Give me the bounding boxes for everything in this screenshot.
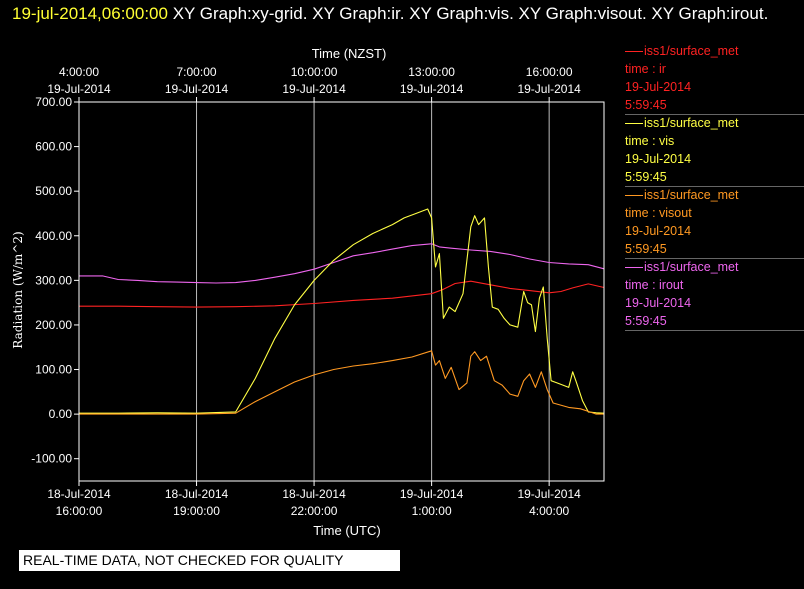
grid-lines [196,102,550,481]
x-tick-label-time: 22:00:00 [291,504,338,518]
quality-disclaimer: REAL-TIME DATA, NOT CHECKED FOR QUALITY [19,550,400,571]
legend-source: iss1/surface_met [625,42,804,60]
y-tick-label: 200.00 [35,318,72,332]
y-tick-label: 100.00 [35,363,72,377]
legend-time-text: 5:59:45 [625,242,667,256]
x2-tick-label-time: 10:00:00 [291,65,338,79]
legend-source-text: iss1/surface_met [644,44,739,58]
y-tick-label: -100.00 [31,452,72,466]
y-tick-label: 300.00 [35,273,72,287]
x2-tick-label-date: 19-Jul-2014 [47,82,111,96]
legend-time: 5:59:45 [625,240,804,258]
legend-line-swatch [625,267,643,269]
x-tick-label-time: 16:00:00 [56,504,103,518]
legend-time: 5:59:45 [625,168,804,186]
x2-tick-label-time: 7:00:00 [177,65,217,79]
legend-source: iss1/surface_met [625,114,804,132]
y-tick-label: 700.00 [35,95,72,109]
legend-line-swatch [625,51,643,53]
legend-time-text: 5:59:45 [625,98,667,112]
legend-var: time : visout [625,204,804,222]
y-tick-label: 400.00 [35,229,72,243]
x-tick-label-date: 18-Jul-2014 [282,487,346,501]
x2-tick-label-date: 19-Jul-2014 [282,82,346,96]
legend-var: time : ir [625,60,804,78]
title-text: XY Graph:xy-grid. XY Graph:ir. XY Graph:… [167,4,769,23]
legend-var-text: time : visout [625,206,692,220]
x-tick-label-date: 19-Jul-2014 [517,487,581,501]
x-tick-label-time: 4:00:00 [529,504,569,518]
y-axis-label: Radiation (W/m^2) [11,231,25,348]
legend-date: 19-Jul-2014 [625,294,804,312]
x2-tick-label-time: 13:00:00 [408,65,455,79]
x-tick-label-date: 19-Jul-2014 [400,487,464,501]
legend-source: iss1/surface_met [625,186,804,204]
legend-time-text: 5:59:45 [625,314,667,328]
legend-divider [625,258,804,259]
legend-date: 19-Jul-2014 [625,78,804,96]
legend-date: 19-Jul-2014 [625,222,804,240]
title-timestamp: 19-jul-2014,06:00:00 [12,4,168,23]
legend-source-text: iss1/surface_met [644,188,739,202]
legend-source-text: iss1/surface_met [644,260,739,274]
x-axis: 18-Jul-2014 16:00:00 18-Jul-2014 19:00:00 18… [47,481,581,518]
x-tick-label-date: 18-Jul-2014 [165,487,229,501]
x2-axis-label: Time (NZST) [312,46,387,61]
series-line-0 [79,280,605,308]
legend-date-text: 19-Jul-2014 [625,80,692,94]
series-line-3 [79,350,604,415]
legend-divider [625,186,804,187]
x2-tick-label-date: 19-Jul-2014 [165,82,229,96]
y-axis: -100.00 0.00 100.00 200.00 300.00 400.00 500.0… [31,95,79,466]
x2-axis: 4:00:00 19-Jul-2014 7:00:00 19-Jul-2014 10:0… [47,65,581,102]
legend-source-text: iss1/surface_met [644,116,739,130]
x2-tick-label-time: 4:00:00 [59,65,99,79]
x-tick-label-date: 18-Jul-2014 [47,487,111,501]
x2-tick-label-date: 19-Jul-2014 [400,82,464,96]
legend-time: 5:59:45 [625,96,804,114]
x2-tick-label-date: 19-Jul-2014 [517,82,581,96]
legend-line-swatch [625,123,643,125]
legend-line-swatch [625,195,643,197]
graph-title: 19-jul-2014,06:00:00 XY Graph:xy-grid. X… [12,2,792,25]
legend-source: iss1/surface_met [625,258,804,276]
legend-time-text: 5:59:45 [625,170,667,184]
legend-var: time : vis [625,132,804,150]
x-tick-label-time: 1:00:00 [412,504,452,518]
y-tick-label: 0.00 [49,407,73,421]
x-axis-label: Time (UTC) [313,523,380,538]
series-line-2 [79,208,605,414]
series-line-1 [79,243,605,284]
x2-tick-label-time: 16:00:00 [526,65,573,79]
x-tick-label-time: 19:00:00 [173,504,220,518]
y-tick-label: 600.00 [35,140,72,154]
legend-var-text: time : vis [625,134,675,148]
legend-divider [625,330,804,331]
plot-frame [78,101,605,482]
legend-date-text: 19-Jul-2014 [625,296,692,310]
legend-var-text: time : irout [625,278,684,292]
legend-var: time : irout [625,276,804,294]
legend-var-text: time : ir [625,62,666,76]
legend-date: 19-Jul-2014 [625,150,804,168]
legend-divider [625,114,804,115]
legend-date-text: 19-Jul-2014 [625,224,692,238]
y-tick-label: 500.00 [35,184,72,198]
legend-time: 5:59:45 [625,312,804,330]
legend-date-text: 19-Jul-2014 [625,152,692,166]
